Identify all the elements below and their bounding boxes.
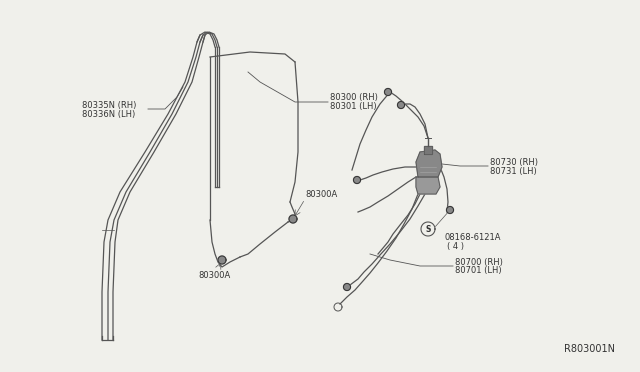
Text: 80700 (RH): 80700 (RH) (455, 257, 503, 266)
Polygon shape (416, 177, 440, 194)
Polygon shape (416, 150, 442, 177)
Text: 80336N (LH): 80336N (LH) (82, 109, 135, 119)
Text: 80300A: 80300A (305, 189, 337, 199)
Text: 80300 (RH): 80300 (RH) (330, 93, 378, 102)
Polygon shape (447, 206, 454, 214)
Text: 80300A: 80300A (198, 270, 230, 279)
Polygon shape (424, 146, 432, 154)
Polygon shape (397, 102, 404, 109)
Text: 80335N (RH): 80335N (RH) (82, 100, 136, 109)
Polygon shape (385, 89, 392, 96)
Text: S: S (426, 224, 431, 234)
Polygon shape (289, 215, 297, 223)
Polygon shape (353, 176, 360, 183)
Text: 80301 (LH): 80301 (LH) (330, 102, 376, 110)
Polygon shape (344, 283, 351, 291)
Polygon shape (421, 222, 435, 236)
Text: ( 4 ): ( 4 ) (447, 241, 464, 250)
Text: 08168-6121A: 08168-6121A (445, 232, 502, 241)
Text: 80731 (LH): 80731 (LH) (490, 167, 537, 176)
Text: 80701 (LH): 80701 (LH) (455, 266, 502, 276)
Text: R803001N: R803001N (564, 344, 615, 354)
Polygon shape (218, 256, 226, 264)
Text: 80730 (RH): 80730 (RH) (490, 157, 538, 167)
